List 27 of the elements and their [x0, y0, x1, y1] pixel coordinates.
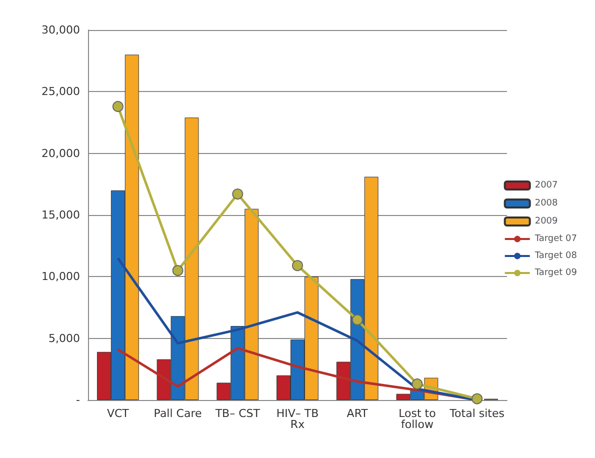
point — [172, 265, 184, 276]
point — [472, 393, 483, 404]
legend-label: 2008 — [534, 198, 558, 208]
y-tick-label: 20,000 — [42, 146, 80, 160]
x-tick-label: TB– CST — [214, 407, 260, 420]
x-tick-label: Lost to follow — [398, 407, 436, 431]
point — [352, 314, 363, 326]
legend-label: Target 09 — [534, 268, 578, 278]
legend-label: Target 07 — [534, 234, 578, 244]
y-tick-label: 5,000 — [48, 332, 80, 345]
x-tick-label: HIV– TB Rx — [276, 407, 319, 431]
legend-label: 2007 — [534, 180, 558, 190]
point — [232, 188, 244, 200]
point — [112, 100, 124, 112]
point — [412, 378, 423, 390]
y-tick-label: 15,000 — [42, 208, 80, 222]
y-tick-label: 10,000 — [42, 270, 80, 284]
y-tick-label: 30,000 — [42, 24, 80, 36]
x-tick-label: Total sites — [448, 407, 505, 420]
x-tick-label: VCT — [106, 407, 130, 420]
point — [292, 260, 303, 272]
x-tick-label: ART — [346, 407, 368, 420]
legend-label: Target 08 — [534, 251, 578, 261]
x-tick-label: Pall Care — [154, 407, 202, 420]
y-tick-label: 25,000 — [42, 85, 80, 98]
y-tick-label: - — [76, 394, 80, 406]
legend-label: 2009 — [534, 216, 558, 226]
